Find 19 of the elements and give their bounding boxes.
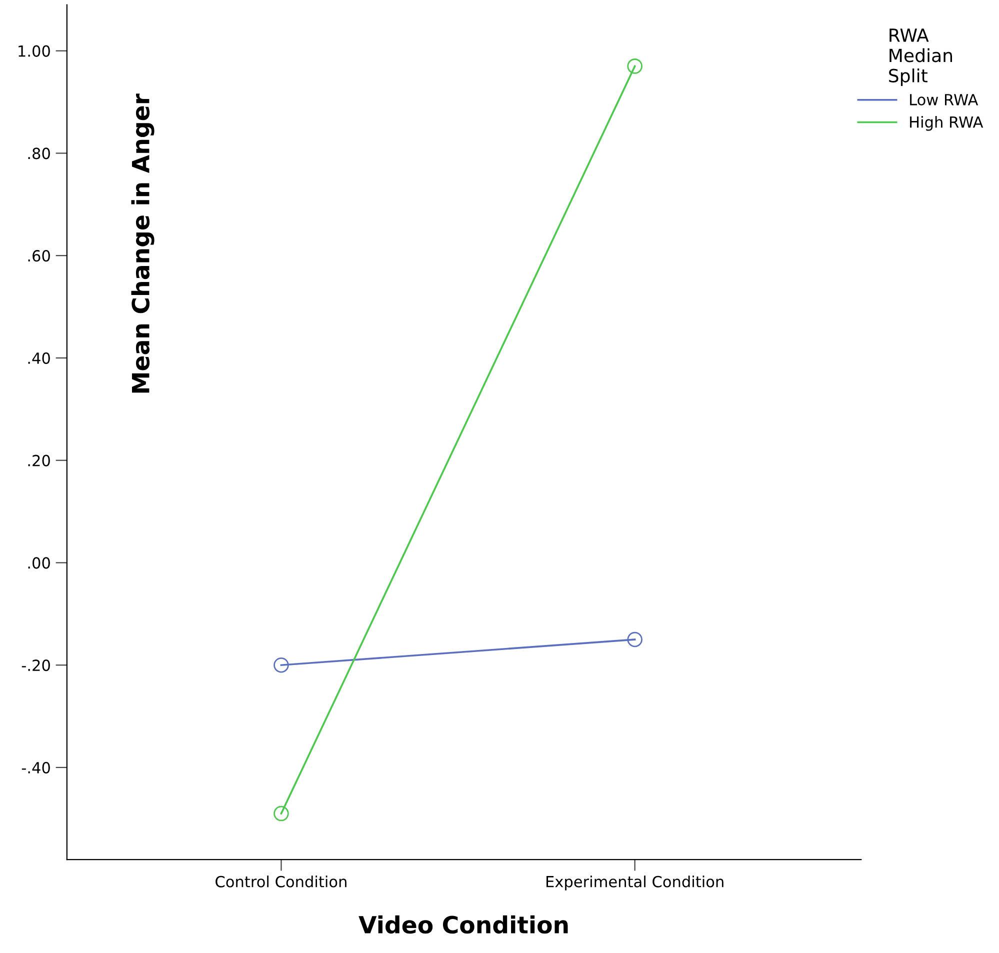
y-tick-label: -.20 (22, 660, 50, 672)
x-tick-label: Experimental Condition (546, 876, 724, 890)
legend-label: Low RWA (910, 94, 978, 106)
y-tick-label: .40 (28, 352, 50, 364)
y-tick-label: -.40 (22, 762, 50, 774)
x-axis-title: Video Condition (358, 915, 568, 934)
point (627, 58, 642, 74)
legend-title: RWA Median Split (889, 28, 952, 86)
x-tick-label: Control Condition (216, 876, 346, 888)
point (274, 806, 289, 822)
point (627, 632, 642, 648)
y-tick-label: 1.00 (18, 45, 50, 57)
point (274, 657, 289, 673)
y-tick-label: .80 (28, 148, 50, 160)
y-tick-label: .00 (28, 557, 50, 569)
y-tick-label: .20 (28, 454, 50, 466)
y-tick-label: .60 (28, 250, 50, 262)
y-axis-title: Mean Change in Anger (131, 94, 154, 393)
legend-label: High RWA (910, 116, 984, 131)
